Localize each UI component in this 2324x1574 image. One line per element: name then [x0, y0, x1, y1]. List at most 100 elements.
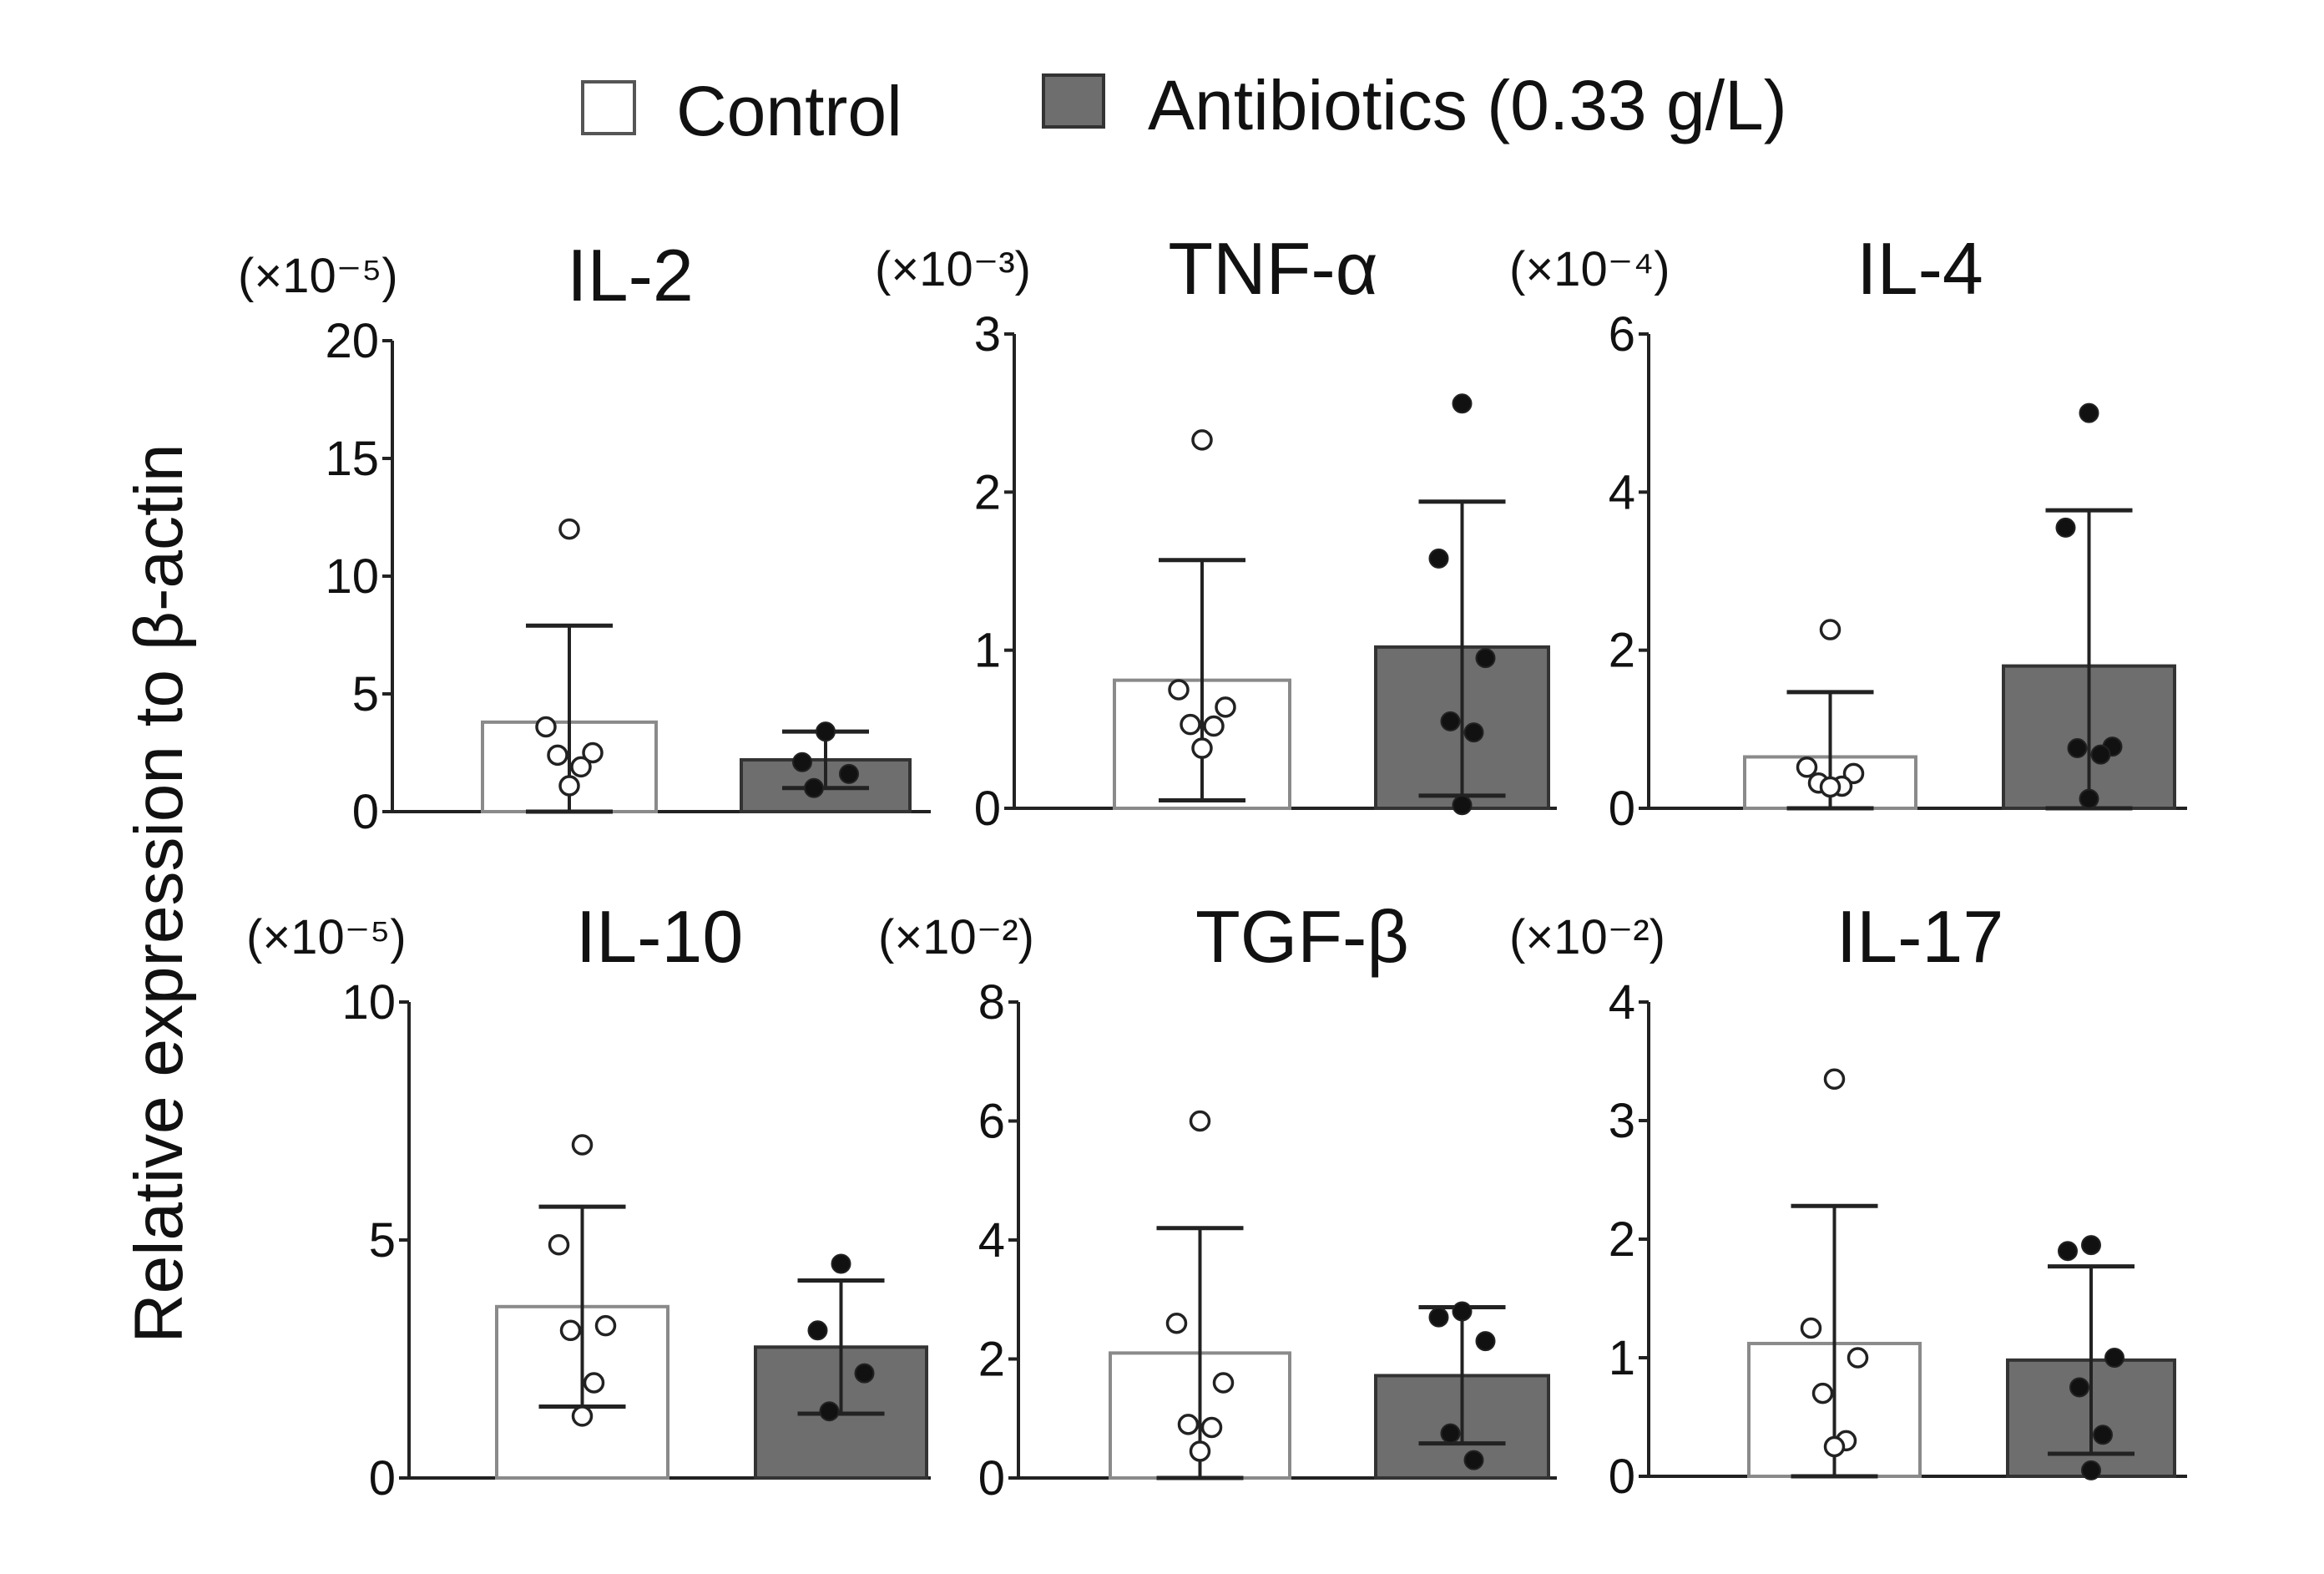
- point-control: [1847, 1347, 1869, 1369]
- scale-label: (×10⁻⁵): [238, 249, 398, 303]
- y-tick-label: 0: [352, 785, 379, 839]
- point-control: [1796, 757, 1818, 778]
- point-control: [583, 1372, 605, 1394]
- point-control: [1189, 1440, 1211, 1462]
- point-control: [1203, 715, 1225, 737]
- panel-5: IL-17 (×10⁻²) 0 1 2 3 4: [1509, 895, 2187, 1504]
- y-tick-label: 10: [341, 975, 396, 1030]
- point-antibiotics: [1428, 548, 1449, 569]
- point-antibiotics: [2090, 744, 2111, 765]
- panels: IL-2(×10⁻⁵)05101520TNF-α(×10⁻³)0123IL-4(…: [238, 227, 2187, 1506]
- y-tick-label: 15: [325, 432, 379, 486]
- point-control: [571, 1405, 594, 1427]
- point-control: [1165, 1313, 1188, 1334]
- point-control: [1823, 1068, 1846, 1091]
- point-control: [1212, 1372, 1235, 1394]
- point-control: [1811, 1382, 1834, 1404]
- y-tick-label: 6: [978, 1095, 1005, 1149]
- y-tick-label: 1: [974, 624, 1001, 678]
- point-control: [1842, 762, 1865, 785]
- point-antibiotics: [831, 1253, 851, 1274]
- point-antibiotics: [1452, 393, 1473, 414]
- y-tick-label: 2: [1609, 624, 1635, 678]
- scale-label: (×10⁻⁴): [1509, 242, 1670, 296]
- legend: Control Antibiotics (0.33 g/L): [581, 66, 1787, 150]
- point-antibiotics: [839, 763, 859, 784]
- panel-title: TGF-β: [1195, 895, 1409, 978]
- point-control: [1191, 737, 1213, 759]
- point-control: [1819, 776, 1842, 798]
- legend-label-control: Control: [676, 72, 902, 150]
- point-antibiotics: [1475, 648, 1496, 669]
- point-control: [1215, 696, 1236, 718]
- panel-title: IL-17: [1836, 895, 2004, 978]
- point-control: [571, 1134, 594, 1156]
- point-control: [535, 716, 557, 738]
- point-control: [1180, 713, 1201, 736]
- point-antibiotics: [1440, 711, 1461, 731]
- point-control: [1189, 1110, 1211, 1132]
- y-tick-label: 3: [1609, 1094, 1635, 1148]
- point-antibiotics: [1452, 795, 1473, 816]
- y-tick-label: 4: [1609, 465, 1635, 519]
- y-tick-label: 2: [974, 465, 1001, 519]
- scale-label: (×10⁻⁵): [246, 910, 407, 964]
- point-antibiotics: [2081, 1460, 2101, 1480]
- point-control: [1168, 679, 1190, 701]
- panel-0: IL-2 (×10⁻⁵) 0 5 10 15 20: [238, 234, 931, 839]
- y-tick-label: 0: [1609, 782, 1635, 836]
- y-axis-label: Relative expression to β-actin: [121, 443, 197, 1343]
- point-control: [570, 756, 592, 778]
- point-control: [1800, 1317, 1822, 1339]
- point-antibiotics: [1475, 1331, 1496, 1352]
- point-antibiotics: [2069, 1377, 2089, 1398]
- point-control: [559, 1319, 582, 1342]
- y-tick-label: 3: [974, 307, 1001, 362]
- point-control: [548, 1233, 570, 1256]
- point-antibiotics: [2067, 738, 2088, 759]
- point-antibiotics: [2093, 1425, 2113, 1445]
- point-control: [594, 1314, 617, 1337]
- y-tick-label: 4: [1609, 975, 1635, 1030]
- legend-label-antibiotics: Antibiotics (0.33 g/L): [1148, 66, 1787, 144]
- y-tick-label: 2: [978, 1333, 1005, 1387]
- panel-title: TNF-α: [1168, 227, 1377, 310]
- y-tick-label: 6: [1609, 307, 1635, 362]
- y-tick-label: 0: [369, 1451, 396, 1506]
- y-tick-label: 1: [1609, 1331, 1635, 1385]
- point-control: [547, 744, 568, 767]
- scale-label: (×10⁻²): [1509, 910, 1665, 964]
- y-tick-label: 4: [978, 1213, 1005, 1268]
- scale-label: (×10⁻²): [878, 910, 1034, 964]
- legend-swatch-control: [581, 80, 636, 135]
- point-antibiotics: [1463, 1450, 1484, 1470]
- point-antibiotics: [1463, 722, 1484, 743]
- panel-title: IL-4: [1857, 227, 1983, 310]
- panel-1: TNF-α (×10⁻³) 0 1 2 3: [875, 227, 1557, 836]
- y-tick-label: 5: [369, 1213, 396, 1268]
- point-control: [1191, 429, 1213, 451]
- point-antibiotics: [1452, 1301, 1473, 1322]
- point-antibiotics: [854, 1363, 875, 1384]
- panel-3: IL-10 (×10⁻⁵) 0 5 10: [246, 895, 931, 1506]
- point-antibiotics: [2055, 517, 2076, 538]
- point-control: [1823, 1435, 1846, 1458]
- point-control: [1177, 1414, 1200, 1435]
- y-tick-label: 0: [1609, 1450, 1635, 1504]
- point-antibiotics: [2104, 1348, 2124, 1368]
- point-antibiotics: [1428, 1307, 1449, 1328]
- point-antibiotics: [792, 752, 812, 772]
- point-antibiotics: [2079, 788, 2099, 809]
- point-control: [558, 518, 580, 540]
- point-control: [1200, 1416, 1223, 1439]
- panel-title: IL-10: [576, 895, 744, 978]
- y-tick-label: 20: [325, 314, 379, 368]
- point-antibiotics: [819, 1401, 840, 1422]
- point-antibiotics: [807, 1320, 828, 1341]
- y-tick-label: 0: [978, 1451, 1005, 1506]
- point-control: [558, 775, 580, 797]
- y-tick-label: 2: [1609, 1212, 1635, 1267]
- panel-2: IL-4 (×10⁻⁴) 0 2 4 6: [1509, 227, 2187, 836]
- y-tick-label: 10: [325, 549, 379, 604]
